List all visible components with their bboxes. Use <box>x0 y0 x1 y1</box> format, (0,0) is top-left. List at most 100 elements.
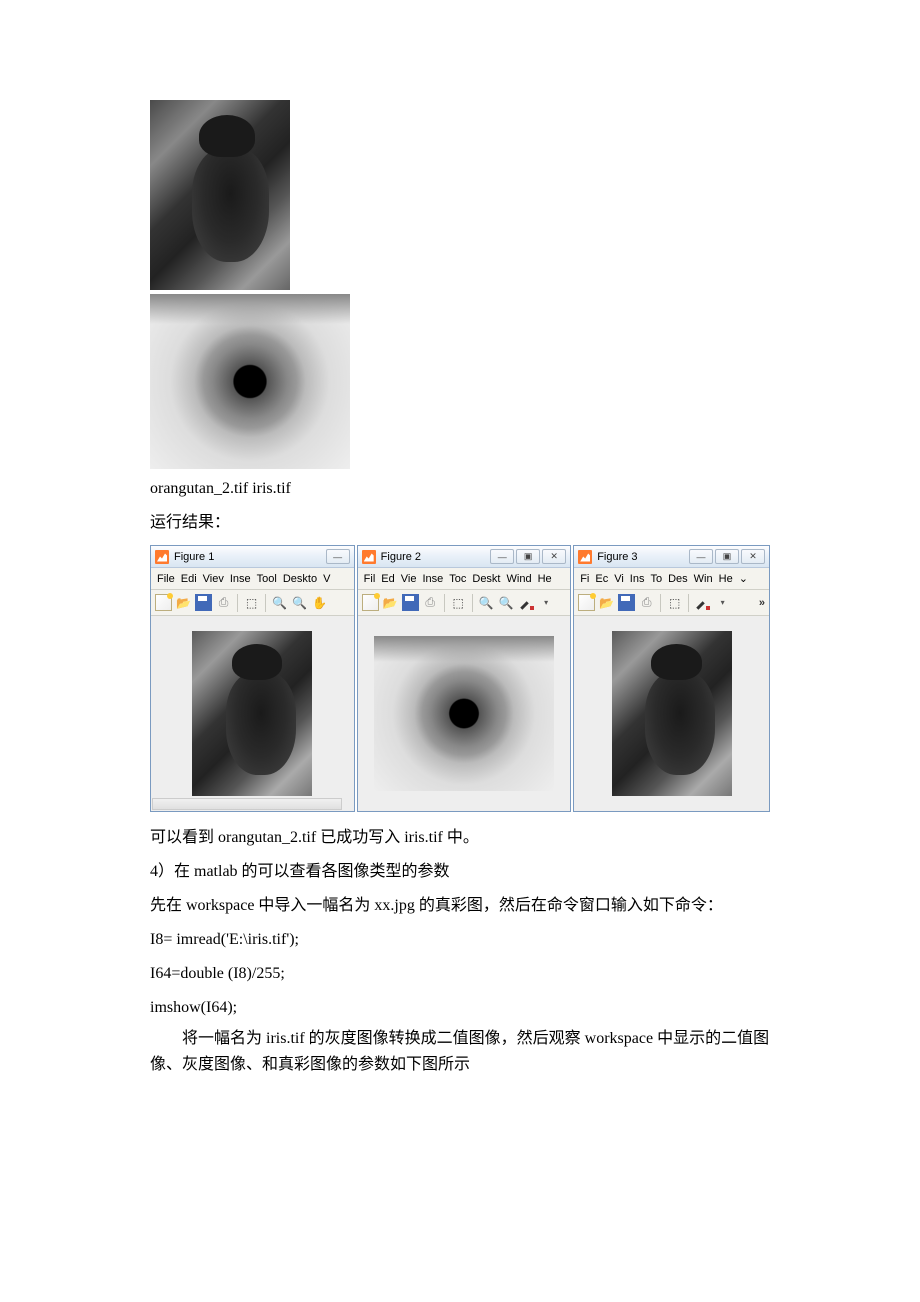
menu-view[interactable]: Vi <box>612 573 626 585</box>
figure-windows-row: Figure 1 — File Edi Viev Inse Tool Deskt… <box>150 545 770 812</box>
menu-edit[interactable]: Edi <box>179 573 199 585</box>
code-line-1: I8= imread('E:\iris.tif'); <box>150 924 770 956</box>
pointer-icon[interactable]: ⬚ <box>243 594 260 611</box>
images-caption: orangutan_2.tif iris.tif <box>150 473 770 505</box>
code-line-3: imshow(I64); <box>150 992 770 1024</box>
brush-icon[interactable] <box>694 594 711 611</box>
figure-canvas <box>358 616 571 811</box>
minimize-button[interactable]: — <box>326 549 350 564</box>
menu-help[interactable]: He <box>717 573 735 585</box>
separator <box>265 594 266 612</box>
menu-insert[interactable]: Inse <box>420 573 445 585</box>
figure-window-2: Figure 2 — ▣ ✕ Fil Ed Vie Inse Toc Deskt… <box>357 545 572 812</box>
maximize-button[interactable]: ▣ <box>715 549 739 564</box>
menu-help[interactable]: He <box>536 573 554 585</box>
window-controls: — ▣ ✕ <box>689 549 765 564</box>
separator <box>660 594 661 612</box>
open-icon[interactable]: 📂 <box>382 594 399 611</box>
figure-window-3: Figure 3 — ▣ ✕ Fi Ec Vi Ins To Des Win H… <box>573 545 770 812</box>
menubar: Fi Ec Vi Ins To Des Win He ⌄ <box>574 568 769 590</box>
menu-desktop[interactable]: Deskto <box>281 573 319 585</box>
orangutan-image <box>150 100 290 290</box>
code-line-2: I64=double (I8)/255; <box>150 958 770 990</box>
scrollbar[interactable] <box>152 798 342 810</box>
zoom-in-icon[interactable]: 🔍 <box>478 594 495 611</box>
menu-file[interactable]: File <box>155 573 177 585</box>
menu-tools[interactable]: Toc <box>447 573 468 585</box>
body-paragraph: 将一幅名为 iris.tif 的灰度图像转换成二值图像，然后观察 workspa… <box>150 1026 770 1077</box>
menu-edit[interactable]: Ec <box>593 573 610 585</box>
close-button[interactable]: ✕ <box>741 549 765 564</box>
menu-tools[interactable]: Tool <box>255 573 279 585</box>
iris-eye-image <box>150 294 350 469</box>
menu-more[interactable]: V <box>321 573 332 585</box>
body-line-3: 先在 workspace 中导入一幅名为 xx.jpg 的真彩图，然后在命令窗口… <box>150 890 770 922</box>
open-icon[interactable]: 📂 <box>598 594 615 611</box>
menu-file[interactable]: Fil <box>362 573 378 585</box>
run-result-label: 运行结果： <box>150 507 770 539</box>
toolbar-overflow-icon[interactable]: » <box>759 597 765 609</box>
print-icon[interactable]: ⎙ <box>638 594 655 611</box>
brush-icon[interactable] <box>518 594 535 611</box>
window-title: Figure 1 <box>174 551 321 563</box>
toolbar: 📂 ⎙ ⬚ ▾ » <box>574 590 769 616</box>
figure-canvas <box>574 616 769 811</box>
image-orangutan-sample <box>150 100 770 290</box>
menubar: File Edi Viev Inse Tool Deskto V <box>151 568 354 590</box>
menu-view[interactable]: Viev <box>201 573 226 585</box>
separator <box>688 594 689 612</box>
new-icon[interactable] <box>362 594 379 611</box>
print-icon[interactable]: ⎙ <box>422 594 439 611</box>
pointer-icon[interactable]: ⬚ <box>666 594 683 611</box>
titlebar[interactable]: Figure 3 — ▣ ✕ <box>574 546 769 568</box>
minimize-button[interactable]: — <box>490 549 514 564</box>
pointer-icon[interactable]: ⬚ <box>450 594 467 611</box>
menu-window[interactable]: Wind <box>505 573 534 585</box>
separator <box>444 594 445 612</box>
document-page: orangutan_2.tif iris.tif 运行结果： Figure 1 … <box>0 0 920 1139</box>
zoom-in-icon[interactable]: 🔍 <box>271 594 288 611</box>
menu-desktop[interactable]: Des <box>666 573 690 585</box>
separator <box>472 594 473 612</box>
displayed-orangutan-image <box>192 631 312 796</box>
new-icon[interactable] <box>578 594 595 611</box>
new-icon[interactable] <box>155 594 172 611</box>
matlab-figure-icon <box>578 550 592 564</box>
zoom-out-icon[interactable]: 🔍 <box>498 594 515 611</box>
toolbar: 📂 ⎙ ⬚ 🔍 🔍 ▾ <box>358 590 571 616</box>
matlab-figure-icon <box>155 550 169 564</box>
titlebar[interactable]: Figure 2 — ▣ ✕ <box>358 546 571 568</box>
dropdown-icon[interactable]: ▾ <box>538 594 555 611</box>
maximize-button[interactable]: ▣ <box>516 549 540 564</box>
displayed-orangutan-image <box>612 631 732 796</box>
window-title: Figure 2 <box>381 551 486 563</box>
menu-view[interactable]: Vie <box>399 573 419 585</box>
menu-insert[interactable]: Ins <box>628 573 647 585</box>
close-button[interactable]: ✕ <box>542 549 566 564</box>
save-icon[interactable] <box>195 594 212 611</box>
menu-file[interactable]: Fi <box>578 573 591 585</box>
minimize-button[interactable]: — <box>689 549 713 564</box>
menu-desktop[interactable]: Deskt <box>470 573 502 585</box>
image-eye-sample <box>150 294 770 469</box>
menu-edit[interactable]: Ed <box>379 573 396 585</box>
save-icon[interactable] <box>402 594 419 611</box>
save-icon[interactable] <box>618 594 635 611</box>
window-title: Figure 3 <box>597 551 684 563</box>
displayed-iris-image <box>374 636 554 791</box>
pan-icon[interactable]: ✋ <box>311 594 328 611</box>
window-controls: — <box>326 549 350 564</box>
open-icon[interactable]: 📂 <box>175 594 192 611</box>
dropdown-icon[interactable]: ▾ <box>714 594 731 611</box>
menu-window[interactable]: Win <box>692 573 715 585</box>
print-icon[interactable]: ⎙ <box>215 594 232 611</box>
body-line-1: 可以看到 orangutan_2.tif 已成功写入 iris.tif 中。 <box>150 822 770 854</box>
figure-canvas <box>151 616 354 811</box>
menu-tools[interactable]: To <box>648 573 664 585</box>
zoom-out-icon[interactable]: 🔍 <box>291 594 308 611</box>
menu-overflow[interactable]: ⌄ <box>737 572 750 585</box>
window-controls: — ▣ ✕ <box>490 549 566 564</box>
menu-insert[interactable]: Inse <box>228 573 253 585</box>
titlebar[interactable]: Figure 1 — <box>151 546 354 568</box>
body-line-2: 4）在 matlab 的可以查看各图像类型的参数 <box>150 856 770 888</box>
